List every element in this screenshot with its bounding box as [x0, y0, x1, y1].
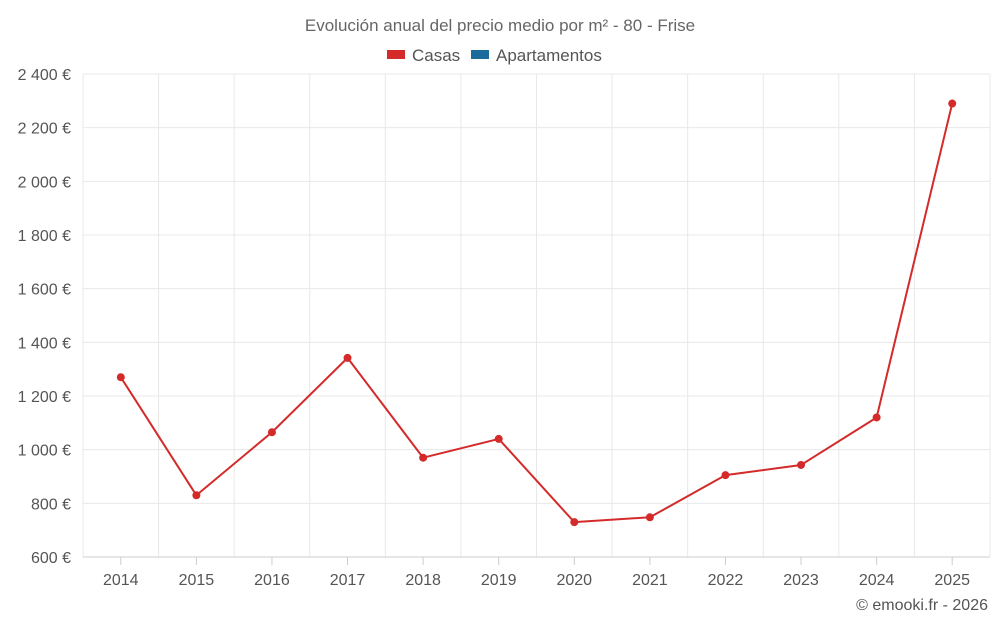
x-gridlines: [82, 74, 991, 557]
x-tick-label: 2023: [783, 572, 819, 589]
legend: Casas Apartamentos: [387, 46, 602, 65]
y-tick-label: 800 €: [31, 496, 71, 513]
x-tick-labels: 2014 2015 2016 2017 2018 2019 2020 2021 2022 2023…: [103, 557, 970, 589]
data-point-casas[interactable]: [419, 453, 428, 462]
data-point-casas[interactable]: [267, 428, 276, 437]
legend-label-casas[interactable]: Casas: [412, 46, 460, 65]
y-tick-label: 1 000 €: [18, 443, 71, 460]
x-tick-label: 2020: [556, 572, 592, 589]
data-point-casas[interactable]: [948, 99, 957, 108]
x-tick-label: 2018: [405, 572, 441, 589]
x-tick-label: 2016: [254, 572, 290, 589]
data-point-casas[interactable]: [872, 413, 881, 422]
series-line-casas: [119, 103, 954, 524]
legend-swatch-casas: [387, 50, 405, 59]
x-tick-label: 2021: [632, 572, 668, 589]
y-tick-label: 1 400 €: [18, 335, 71, 352]
credit-text: © emooki.fr - 2026: [856, 597, 988, 614]
y-tick-label: 600 €: [31, 550, 71, 567]
data-point-casas[interactable]: [645, 513, 654, 522]
legend-swatch-apartamentos: [471, 50, 489, 59]
x-tick-label: 2017: [330, 572, 366, 589]
y-tick-label: 1 600 €: [18, 282, 71, 299]
data-point-casas[interactable]: [116, 373, 125, 382]
x-tick-label: 2022: [708, 572, 744, 589]
chart-title: Evolución anual del precio medio por m² …: [305, 16, 695, 35]
y-tick-label: 2 400 €: [18, 67, 71, 84]
data-point-casas[interactable]: [570, 518, 579, 527]
x-tick-label: 2015: [179, 572, 215, 589]
y-tick-label: 1 800 €: [18, 228, 71, 245]
y-tick-label: 2 000 €: [18, 174, 71, 191]
data-point-casas[interactable]: [494, 434, 503, 443]
series-casas: [116, 99, 957, 527]
x-tick-label: 2014: [103, 572, 139, 589]
data-point-casas[interactable]: [721, 471, 730, 480]
y-tick-label: 1 200 €: [18, 389, 71, 406]
x-tick-label: 2025: [934, 572, 970, 589]
data-point-casas[interactable]: [192, 491, 201, 500]
legend-label-apartamentos[interactable]: Apartamentos: [496, 46, 602, 65]
x-tick-label: 2019: [481, 572, 517, 589]
data-point-casas[interactable]: [343, 353, 352, 362]
x-tick-label: 2024: [859, 572, 895, 589]
y-tick-label: 2 200 €: [18, 121, 71, 138]
y-tick-labels: 600 € 800 € 1 000 € 1 200 € 1 400 € 1 600 € 1 …: [18, 67, 71, 567]
data-point-casas[interactable]: [797, 460, 806, 469]
